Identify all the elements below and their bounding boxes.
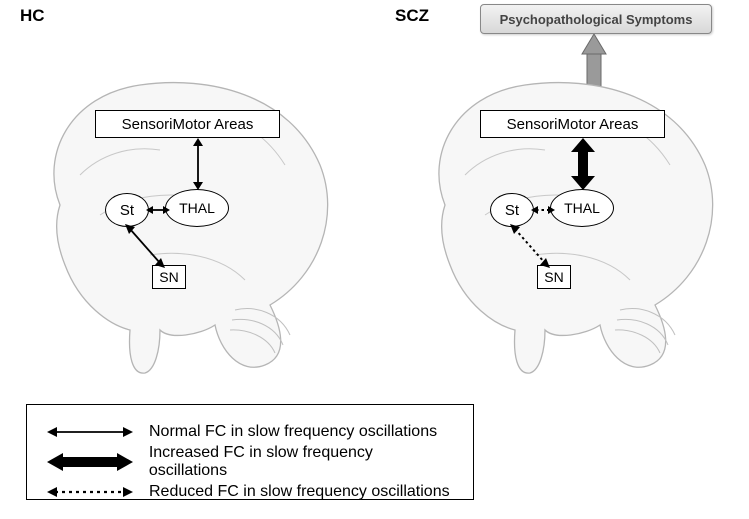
region-thal-hc: THAL bbox=[165, 189, 229, 227]
region-sn-scz: SN bbox=[537, 265, 571, 289]
legend: Normal FC in slow frequency oscillations… bbox=[26, 404, 474, 500]
panel-label-scz: SCZ bbox=[395, 6, 429, 26]
symptom-box-label: Psychopathological Symptoms bbox=[500, 12, 693, 27]
region-thal-scz-label: THAL bbox=[564, 200, 600, 216]
region-sn-scz-label: SN bbox=[544, 269, 563, 285]
symptom-box: Psychopathological Symptoms bbox=[480, 4, 712, 34]
legend-row-reduced: Reduced FC in slow frequency oscillation… bbox=[45, 479, 455, 505]
legend-arrow-reduced-icon bbox=[45, 481, 135, 503]
legend-label-normal: Normal FC in slow frequency oscillations bbox=[149, 423, 437, 441]
region-sensorimotor-hc-label: SensoriMotor Areas bbox=[122, 116, 254, 133]
region-sensorimotor-scz-label: SensoriMotor Areas bbox=[507, 116, 639, 133]
region-st-scz: St bbox=[490, 193, 534, 227]
region-sn-hc-label: SN bbox=[159, 269, 178, 285]
region-sensorimotor-scz: SensoriMotor Areas bbox=[480, 110, 665, 138]
region-thal-hc-label: THAL bbox=[179, 200, 215, 216]
region-st-scz-label: St bbox=[505, 202, 519, 219]
region-thal-scz: THAL bbox=[550, 189, 614, 227]
legend-row-increased: Increased FC in slow frequency oscillati… bbox=[45, 449, 455, 475]
legend-label-increased: Increased FC in slow frequency oscillati… bbox=[149, 444, 455, 480]
legend-row-normal: Normal FC in slow frequency oscillations bbox=[45, 419, 455, 445]
brain-scz: SensoriMotor Areas St THAL SN bbox=[395, 55, 735, 385]
region-st-hc: St bbox=[105, 193, 149, 227]
legend-label-reduced: Reduced FC in slow frequency oscillation… bbox=[149, 483, 450, 501]
region-sensorimotor-hc: SensoriMotor Areas bbox=[95, 110, 280, 138]
legend-arrow-normal-icon bbox=[45, 421, 135, 443]
region-st-hc-label: St bbox=[120, 202, 134, 219]
region-sn-hc: SN bbox=[152, 265, 186, 289]
panel-label-hc: HC bbox=[20, 6, 45, 26]
legend-arrow-increased-icon bbox=[45, 451, 135, 473]
brain-hc: SensoriMotor Areas St THAL SN bbox=[10, 55, 350, 385]
